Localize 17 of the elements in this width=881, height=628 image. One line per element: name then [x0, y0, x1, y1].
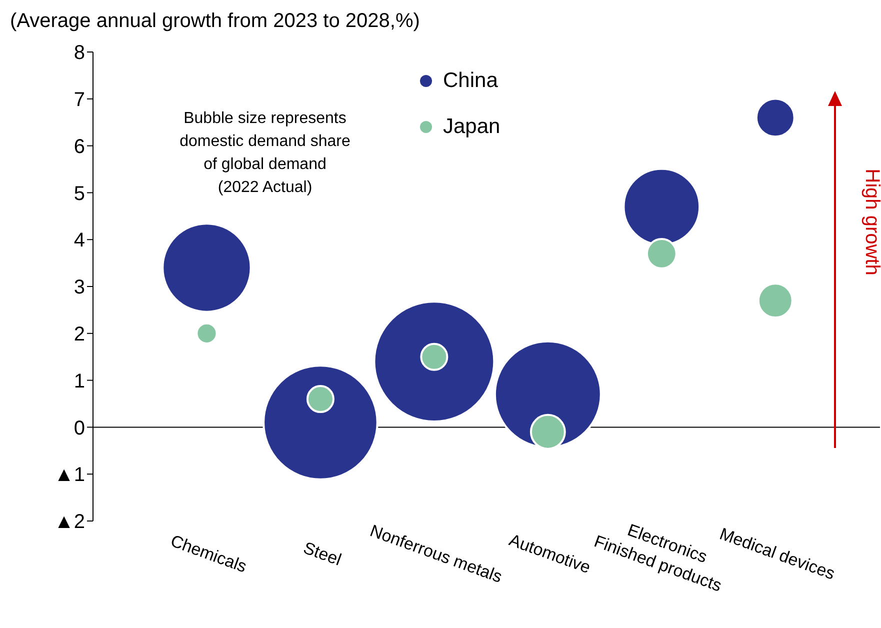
annotation: Bubble size represents domestic demand share of global demand (2022 Actual): [180, 110, 350, 196]
y-tick-label: 0: [74, 417, 85, 440]
y-tick-label: 5: [74, 182, 85, 205]
y-tick-label: 1: [74, 370, 85, 392]
legend-label: Japan: [443, 115, 500, 139]
y-tick-label: 8: [74, 42, 85, 64]
y-tick-label: ▲1: [54, 464, 85, 486]
y-tick-label: 4: [74, 230, 85, 252]
legend-label: China: [443, 69, 498, 93]
y-axis-title: (Average annual growth from 2023 to 2028,%): [10, 10, 420, 32]
y-tick-label: 2: [74, 324, 85, 346]
x-tick-label: Steel: [300, 538, 344, 570]
y-tick-label: 6: [74, 136, 85, 158]
y-tick-label: 7: [74, 89, 85, 111]
y-tick-label: 3: [74, 276, 85, 299]
annotation: High growth: [861, 168, 881, 276]
y-tick-label: ▲2: [54, 511, 85, 534]
